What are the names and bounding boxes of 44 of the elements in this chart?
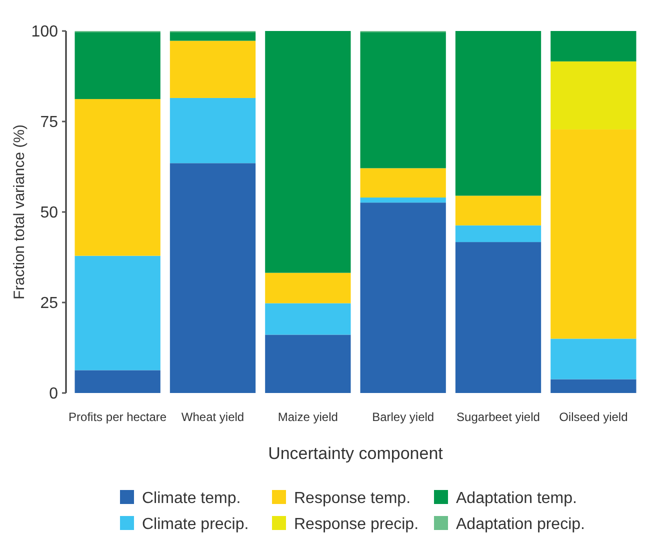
bar <box>550 31 636 62</box>
legend-label: Adaptation precip. <box>456 516 585 533</box>
y-tick-label: 0 <box>49 386 58 403</box>
y-tick-label: 75 <box>40 114 58 132</box>
bar <box>265 31 351 273</box>
bar <box>74 256 160 370</box>
x-tick-label: Wheat yield <box>181 410 244 424</box>
legend-label: Adaptation temp. <box>456 490 577 507</box>
x-tick-label: Profits per hectare <box>68 410 167 424</box>
bar <box>170 163 256 393</box>
bar <box>550 61 636 130</box>
legend-label: Response precip. <box>294 516 419 533</box>
bar <box>360 32 446 168</box>
bar <box>170 40 256 98</box>
bar <box>74 32 160 100</box>
y-tick-label: 25 <box>40 295 58 312</box>
bar <box>550 379 636 393</box>
bar <box>550 129 636 339</box>
bar <box>170 32 256 41</box>
y-tick-label: 100 <box>31 24 58 41</box>
x-tick-label: Sugarbeet yield <box>456 410 540 424</box>
bar <box>550 338 636 380</box>
x-tick-label: Barley yield <box>372 410 434 424</box>
bar <box>455 242 542 393</box>
legend-label: Response temp. <box>294 490 411 507</box>
x-tick-label: Oilseed yield <box>559 410 628 424</box>
bar <box>265 272 351 304</box>
legend-label: Climate precip. <box>142 516 249 533</box>
bar <box>455 196 542 226</box>
x-axis-title: Uncertainty component <box>268 444 444 463</box>
bar <box>74 99 160 256</box>
bar <box>455 225 542 242</box>
bar <box>74 370 160 393</box>
bar <box>360 202 446 393</box>
bar <box>455 31 542 196</box>
bar <box>360 198 446 203</box>
bar <box>360 168 446 198</box>
legend-label: Climate temp. <box>142 490 241 507</box>
y-tick-label: 50 <box>40 204 58 222</box>
y-axis-title: Fraction total variance (%) <box>11 124 28 300</box>
bar <box>170 98 256 164</box>
bar <box>265 334 351 393</box>
x-tick-label: Maize yield <box>278 410 338 424</box>
bar <box>265 303 351 335</box>
